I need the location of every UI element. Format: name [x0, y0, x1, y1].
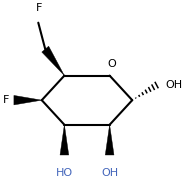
Text: OH: OH — [101, 168, 118, 178]
Text: O: O — [108, 59, 117, 69]
Polygon shape — [14, 95, 42, 105]
Polygon shape — [105, 125, 114, 155]
Polygon shape — [60, 125, 69, 155]
Text: F: F — [3, 95, 10, 105]
Text: HO: HO — [56, 168, 73, 178]
Text: F: F — [36, 3, 42, 13]
Text: OH: OH — [165, 80, 182, 90]
Polygon shape — [42, 46, 64, 76]
